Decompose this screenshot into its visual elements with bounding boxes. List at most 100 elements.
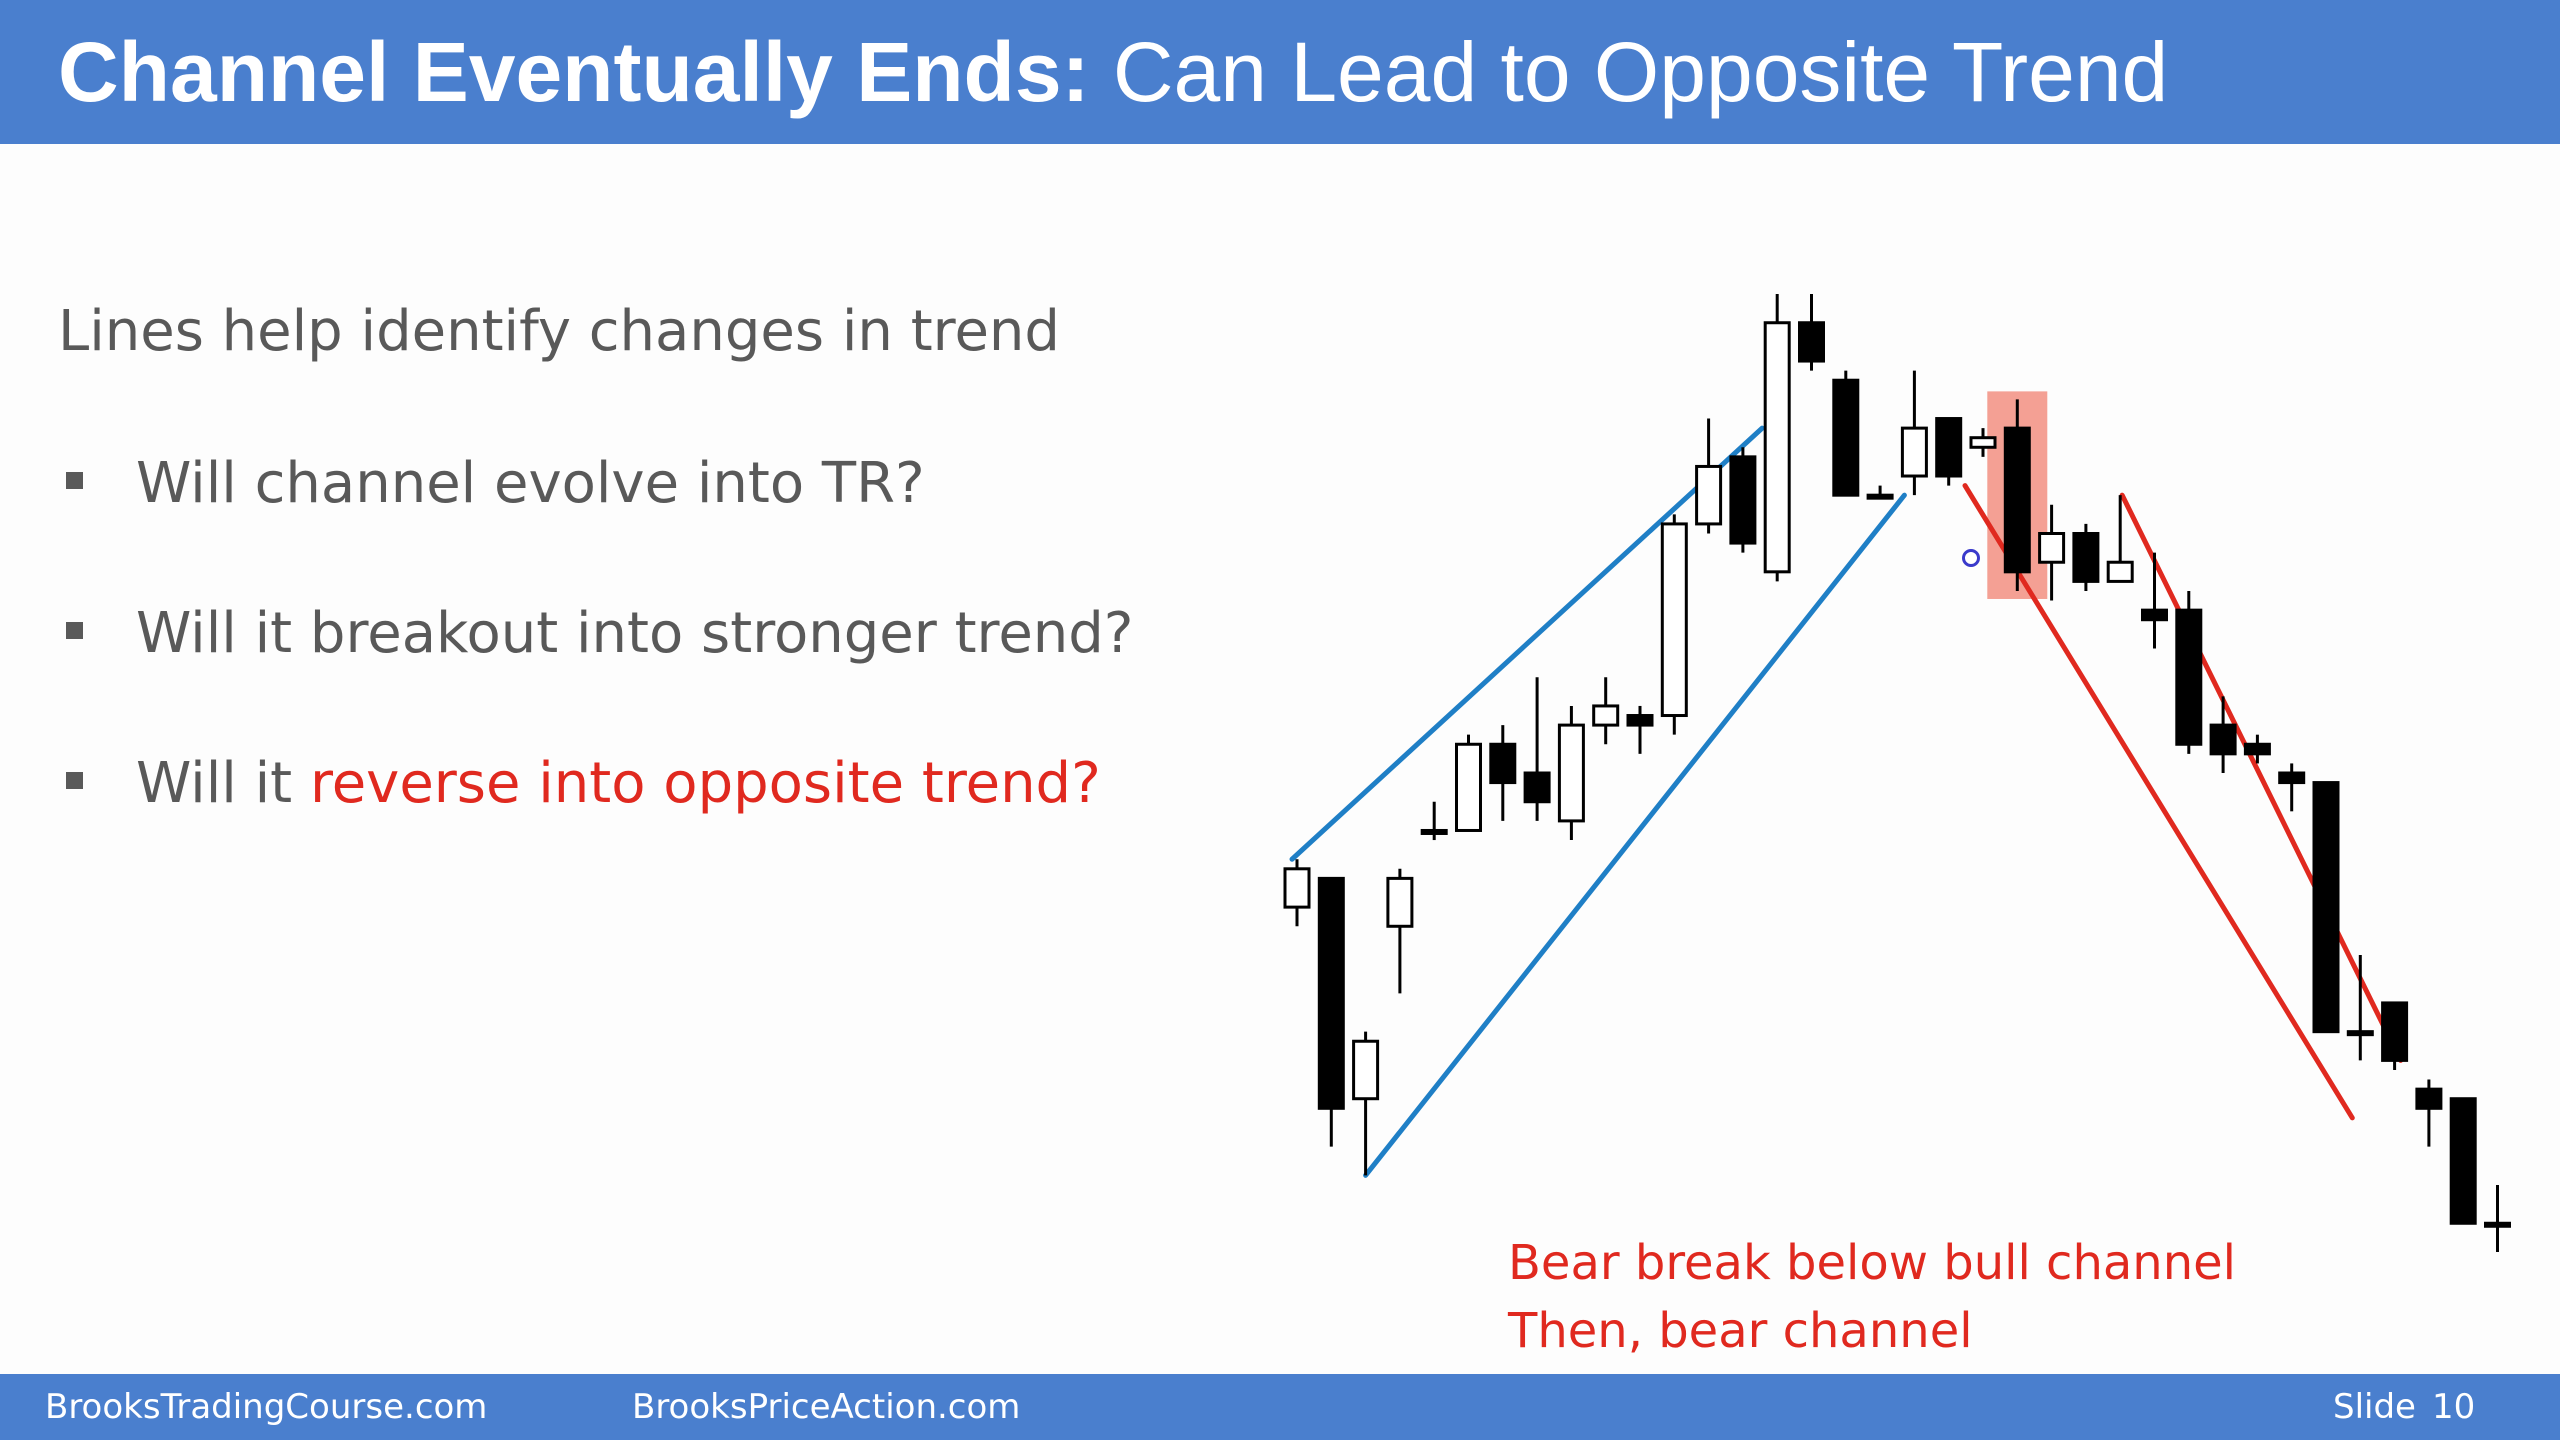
candle-body — [1866, 493, 1894, 500]
slide-subtitle: Lines help identify changes in trend — [58, 299, 1060, 364]
candle-body — [2243, 742, 2271, 756]
candle — [2381, 1001, 2409, 1070]
candle-body — [1900, 426, 1928, 478]
candle — [2449, 1097, 2477, 1225]
candle-body — [2106, 560, 2134, 583]
mouse-cursor-icon — [1962, 549, 1980, 567]
candle — [2415, 1079, 2443, 1147]
candle-body — [1489, 742, 1517, 785]
candle — [2072, 523, 2100, 591]
candlestick-chart — [1283, 294, 2511, 1252]
candle-body — [1523, 771, 1551, 804]
candle — [2209, 696, 2237, 773]
candle — [1557, 705, 1585, 841]
candle — [1866, 485, 1894, 500]
candle — [1352, 1031, 1380, 1176]
candle-body — [1557, 723, 1585, 823]
candle-body — [1729, 455, 1757, 545]
candle — [1900, 370, 1928, 496]
bullet-marker — [66, 622, 83, 639]
bullet-marker — [66, 772, 83, 789]
candle-body — [1283, 867, 1311, 909]
candle-body — [1352, 1039, 1380, 1101]
candle-layer — [1283, 294, 2511, 1252]
candle-body — [1763, 321, 1791, 574]
bullet-1-text: Will channel evolve into TR? — [136, 451, 925, 516]
bullet-3-text-plain: Will it — [136, 751, 310, 816]
candle — [1592, 677, 1620, 745]
candle-body — [2346, 1030, 2374, 1037]
candle — [2038, 504, 2066, 601]
candle — [1626, 705, 1654, 754]
candle — [1523, 677, 1551, 821]
candle-body — [2449, 1097, 2477, 1225]
candle-body — [1420, 828, 1448, 835]
candle — [1386, 868, 1414, 994]
slide-title-rest: Can Lead to Opposite Trend — [1089, 25, 2169, 119]
candle-body — [1592, 704, 1620, 727]
candle — [1489, 725, 1517, 821]
candle-body — [2415, 1087, 2443, 1110]
candle-body — [2278, 771, 2306, 785]
candle-body — [1969, 436, 1997, 449]
candle-body — [1626, 714, 1654, 727]
candle — [2312, 781, 2340, 1034]
annotation-line-1: Bear break below bull channel — [1508, 1235, 2236, 1291]
candle — [1798, 294, 1825, 371]
candle-body — [2038, 532, 2066, 564]
candle — [2141, 552, 2168, 649]
candle-body — [1935, 417, 1963, 478]
candle — [1832, 370, 1860, 497]
bullet-marker — [66, 472, 83, 489]
channel-layer — [1289, 425, 2404, 1178]
candle — [1763, 294, 1791, 582]
candle — [1660, 514, 1688, 735]
candle-body — [2484, 1221, 2511, 1228]
footer-slide-label: Slide — [2333, 1387, 2416, 1427]
candle — [2106, 495, 2134, 583]
candle-body — [2141, 608, 2168, 622]
candle — [1695, 418, 1723, 534]
candle — [2243, 734, 2271, 764]
candle — [1283, 859, 1311, 927]
bullet-2-text: Will it breakout into stronger trend? — [136, 601, 1134, 666]
candle-body — [1695, 464, 1723, 526]
candle-body — [2381, 1001, 2409, 1062]
candle — [1420, 801, 1448, 841]
candle-body — [2072, 532, 2100, 583]
candle — [2175, 590, 2203, 754]
bull-channel-lower-line — [1363, 492, 1907, 1178]
footer-bar: BrooksTradingCourse.com BrooksPriceActio… — [0, 1374, 2560, 1440]
candle-body — [1798, 321, 1825, 363]
candle — [2278, 763, 2306, 812]
bull-channel-upper-line — [1289, 425, 1765, 862]
candle-body — [2003, 426, 2031, 574]
annotation-line-2: Then, bear channel — [1508, 1303, 1973, 1359]
bullet-3-text-highlight: reverse into opposite trend? — [309, 751, 1101, 816]
footer-site-1[interactable]: BrooksTradingCourse.com — [45, 1387, 488, 1427]
candle — [1317, 876, 1345, 1147]
title-bar: Channel Eventually Ends: Can Lead to Opp… — [0, 0, 2560, 144]
footer-site-2[interactable]: BrooksPriceAction.com — [632, 1387, 1021, 1427]
bear-channel-upper-line — [2119, 492, 2404, 1063]
chart-annotation: Bear break below bull channel Then, bear… — [1508, 1229, 2236, 1365]
candle-body — [1832, 378, 1860, 497]
candle-body — [2209, 723, 2237, 756]
slide-title-bold: Channel Eventually Ends: — [58, 25, 1090, 119]
candle — [2484, 1184, 2511, 1252]
candle-body — [1386, 876, 1414, 928]
footer-slide-number: 10 — [2432, 1387, 2476, 1427]
candle — [1969, 428, 1997, 457]
slide-title: Channel Eventually Ends: Can Lead to Opp… — [58, 22, 2168, 122]
candle — [1455, 734, 1482, 832]
candle-body — [1317, 876, 1345, 1110]
slide-content: Lines help identify changes in trend Wil… — [0, 144, 2560, 1374]
bear-channel-lower-line — [1962, 483, 2355, 1121]
candle — [1935, 417, 1963, 486]
candle — [1729, 447, 1757, 553]
bullet-3-text: Will it reverse into opposite trend? — [136, 744, 1101, 824]
candle — [2003, 399, 2031, 591]
candle-body — [1455, 742, 1482, 832]
candle-body — [1660, 522, 1688, 718]
candle — [2346, 955, 2374, 1061]
